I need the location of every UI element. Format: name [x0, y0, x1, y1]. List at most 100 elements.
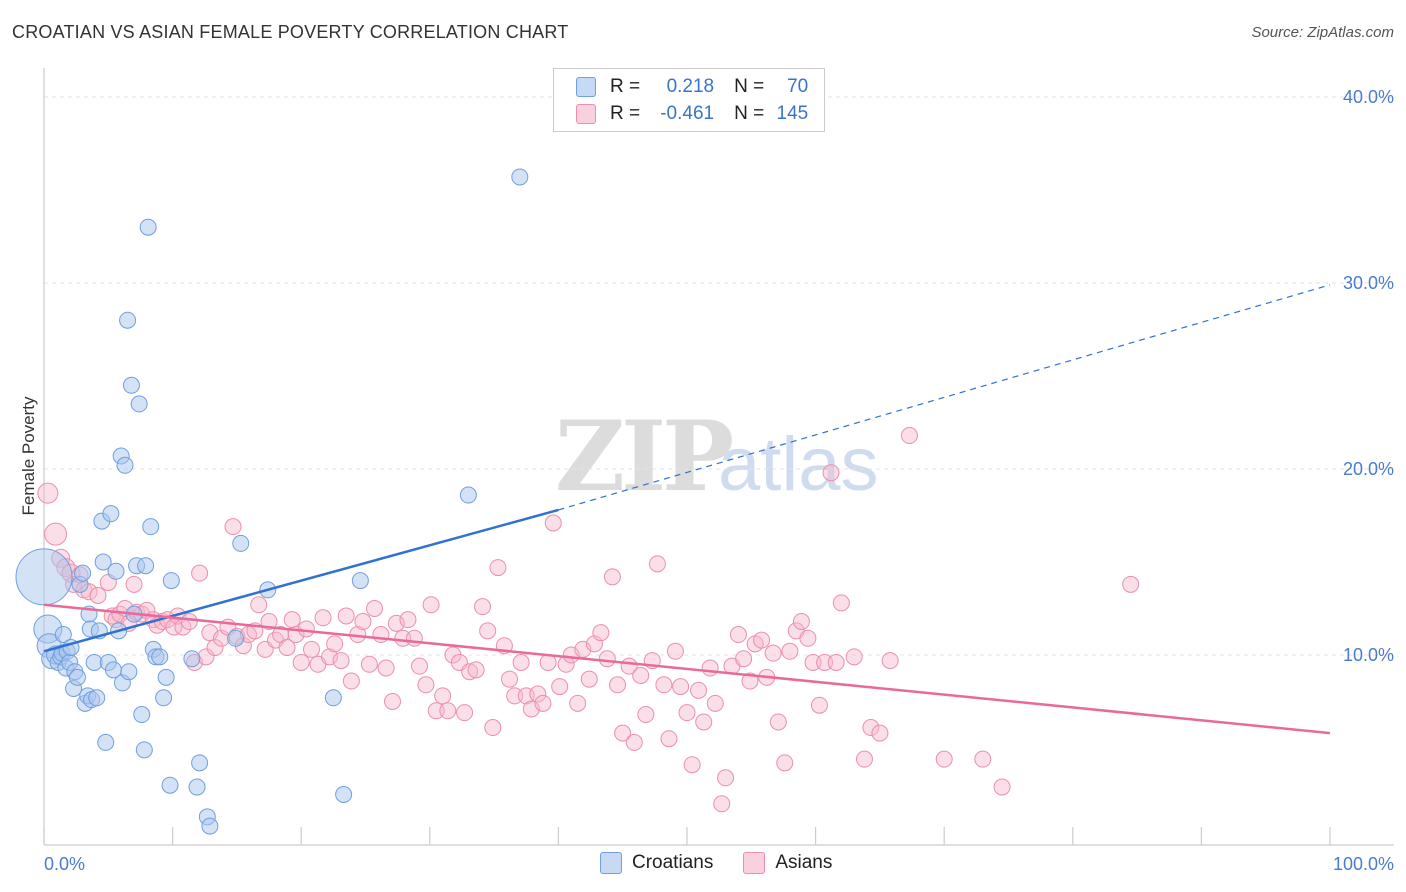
- asians-point: [900, 427, 918, 445]
- asians-point: [326, 635, 344, 653]
- asians-point: [394, 629, 412, 647]
- asians-point: [474, 598, 492, 616]
- asians-point: [974, 750, 992, 768]
- asians-point: [935, 750, 953, 768]
- croatians-point: [85, 653, 103, 671]
- asians-point: [741, 672, 759, 690]
- croatians-point: [201, 817, 219, 835]
- asians-point: [302, 640, 320, 658]
- asians-point: [260, 613, 278, 631]
- asians-point: [648, 555, 666, 573]
- croatians-point: [133, 706, 151, 724]
- asians-point: [993, 778, 1011, 796]
- asians-point: [422, 596, 440, 614]
- asians-point: [89, 586, 107, 604]
- asians-point: [816, 653, 834, 671]
- croatians-point: [122, 376, 140, 394]
- chart-title: CROATIAN VS ASIAN FEMALE POVERTY CORRELA…: [12, 22, 569, 42]
- asians-point: [637, 706, 655, 724]
- asians-point: [165, 618, 183, 636]
- croatians-point: [351, 572, 369, 590]
- asians-point: [180, 613, 198, 631]
- asians-point: [354, 613, 372, 631]
- asians-point: [417, 676, 435, 694]
- asians-point: [713, 795, 731, 813]
- croatians-point: [102, 505, 120, 523]
- croatians-point: [137, 557, 155, 575]
- asians-point: [701, 659, 719, 677]
- asians-point: [609, 676, 627, 694]
- asians-point: [405, 629, 423, 647]
- asians-point: [695, 713, 713, 731]
- asians-point: [37, 482, 59, 504]
- asians-point: [881, 652, 899, 670]
- asians-point: [467, 661, 485, 679]
- asians-point: [625, 733, 643, 751]
- croatians-point: [88, 689, 106, 707]
- y-tick-label: 20.0%: [1343, 459, 1394, 479]
- croatians-point: [130, 395, 148, 413]
- correlation-legend: R = 0.218 N = 70 R = -0.461 N = 145: [553, 68, 825, 132]
- asians-point: [456, 704, 474, 722]
- asians-point: [366, 600, 384, 617]
- asians-point: [551, 678, 569, 696]
- croatians-point: [97, 733, 115, 751]
- asians-point: [655, 676, 673, 694]
- asians-point: [377, 659, 395, 677]
- asians-point: [776, 754, 794, 772]
- asians-point: [534, 694, 552, 712]
- croatians-point: [227, 629, 245, 647]
- croatians-point: [232, 534, 250, 552]
- asians-point: [799, 629, 817, 647]
- asians-point: [717, 769, 735, 787]
- asians-point: [314, 609, 332, 627]
- y-tick-label: 40.0%: [1343, 87, 1394, 107]
- asians-point: [804, 653, 822, 671]
- asians-point: [427, 702, 445, 720]
- croatians-point: [191, 754, 209, 772]
- legend-row-asians: R = -0.461 N = 145: [576, 102, 808, 126]
- asians-point: [512, 653, 530, 671]
- croatians-point: [139, 218, 157, 236]
- asians-point: [332, 652, 350, 670]
- asians-point: [781, 642, 799, 660]
- asians-point: [683, 756, 701, 774]
- asians-point: [529, 685, 547, 703]
- croatians-point: [120, 663, 138, 681]
- asians-point: [342, 672, 360, 690]
- asians-point: [506, 687, 524, 705]
- asians-point: [384, 693, 402, 710]
- asians-point: [501, 670, 519, 688]
- asians-point: [672, 678, 690, 696]
- asians-point: [544, 514, 562, 532]
- asians-point: [598, 650, 616, 668]
- croatians-point: [119, 311, 137, 329]
- croatians-trend-line: [43, 508, 559, 653]
- watermark-zip: ZIP: [555, 400, 732, 513]
- asians-point: [206, 639, 224, 657]
- asians-point: [792, 613, 810, 631]
- series-legend: Croatians Asians: [600, 852, 862, 874]
- croatians-trend-extension: [558, 284, 1331, 511]
- croatians-point: [155, 689, 173, 707]
- asians-point: [632, 666, 650, 684]
- croatians-point: [188, 778, 206, 796]
- croatians-point: [135, 741, 153, 759]
- croatians-point: [74, 564, 92, 582]
- legend-r-label: R =: [610, 76, 641, 97]
- croatians-point: [54, 626, 72, 644]
- croatians-point: [324, 689, 342, 707]
- asians-point: [827, 653, 845, 671]
- croatians-point: [162, 572, 180, 590]
- asians-point: [278, 639, 296, 657]
- legend-n-label: N =: [734, 103, 765, 124]
- legend-n-value: 70: [787, 76, 809, 97]
- asians-point: [283, 611, 301, 629]
- croatians-point: [68, 668, 86, 686]
- asians-point: [862, 719, 880, 737]
- asians-point: [666, 642, 684, 660]
- croatians-point: [15, 548, 73, 606]
- asians-point: [399, 611, 417, 629]
- croatians-point: [151, 648, 169, 666]
